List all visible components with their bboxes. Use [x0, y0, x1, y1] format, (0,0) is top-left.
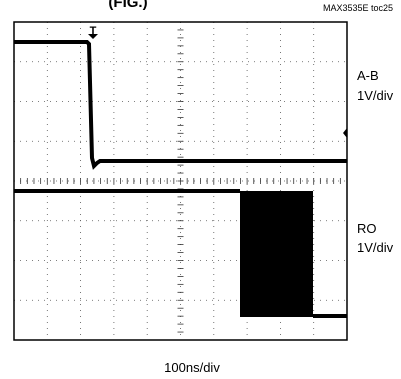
trace-a-b	[14, 40, 347, 170]
screen-border	[13, 21, 348, 341]
trigger-arrow	[88, 34, 98, 39]
channel-scale: 1V/div	[357, 240, 394, 255]
timebase: 100ns/div	[164, 360, 220, 375]
channel-scale: 1V/div	[357, 88, 394, 103]
trace-ro-transition	[240, 191, 313, 317]
graticule	[13, 21, 348, 341]
figure-id: MAX3535E toc25	[323, 3, 393, 13]
figure-title: (FIG.)	[108, 0, 147, 11]
trigger-marker: T	[90, 25, 97, 37]
level-marker	[343, 128, 347, 138]
channel-label: RO	[357, 221, 377, 236]
channel-label: A-B	[357, 68, 379, 83]
